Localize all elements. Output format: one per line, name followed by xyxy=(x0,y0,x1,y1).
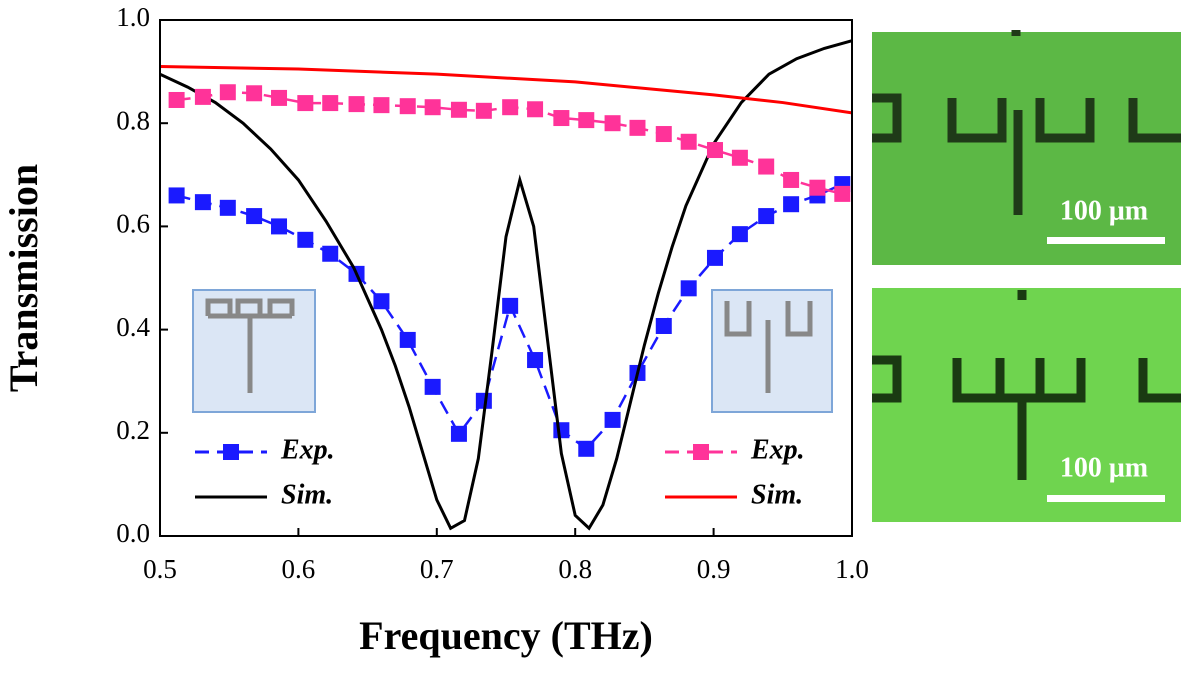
legend-marker xyxy=(223,444,239,460)
legend-marker xyxy=(693,444,709,460)
marker xyxy=(604,115,621,132)
inset-right xyxy=(711,289,833,413)
plot-frame xyxy=(159,19,853,537)
scale-label: 100 μm xyxy=(1060,452,1148,483)
y-tick-label: 0.2 xyxy=(116,415,150,445)
marker xyxy=(373,293,390,310)
legend-label: Exp. xyxy=(750,434,805,465)
series-line xyxy=(160,39,852,531)
marker xyxy=(168,91,185,108)
x-tick-label: 0.6 xyxy=(282,554,316,584)
marker xyxy=(219,199,236,216)
micrograph-bottom xyxy=(872,288,1181,522)
marker xyxy=(502,297,519,314)
x-axis-label: Frequency (THz) xyxy=(359,613,653,658)
x-tick-label: 0.7 xyxy=(420,554,454,584)
legend-label: Sim. xyxy=(751,479,803,510)
marker xyxy=(680,280,697,297)
marker xyxy=(553,110,570,127)
marker xyxy=(399,98,416,115)
series-line xyxy=(160,64,852,115)
scale-label: 100 μm xyxy=(1060,195,1148,226)
x-tick-label: 1.0 xyxy=(835,554,869,584)
marker xyxy=(629,119,646,136)
marker xyxy=(578,112,595,129)
y-tick-label: 0.4 xyxy=(116,312,150,342)
marker xyxy=(758,158,775,175)
marker xyxy=(246,208,263,225)
marker xyxy=(731,149,748,166)
x-tick-label: 0.9 xyxy=(697,554,731,584)
marker xyxy=(758,208,775,225)
marker xyxy=(399,331,416,348)
x-tick-label: 0.5 xyxy=(143,554,177,584)
marker xyxy=(322,95,339,112)
marker xyxy=(604,411,621,428)
y-tick-label: 0.6 xyxy=(116,209,150,239)
marker xyxy=(475,392,492,409)
marker xyxy=(706,142,723,159)
inset-left xyxy=(192,289,316,413)
marker xyxy=(578,440,595,457)
legend-label: Sim. xyxy=(281,479,333,510)
marker xyxy=(527,101,544,118)
marker xyxy=(450,101,467,118)
marker xyxy=(731,226,748,243)
marker xyxy=(348,96,365,113)
marker xyxy=(680,133,697,150)
marker xyxy=(475,102,492,119)
marker xyxy=(322,245,339,262)
marker xyxy=(655,317,672,334)
marker xyxy=(219,84,236,101)
marker xyxy=(424,378,441,395)
micrograph-top xyxy=(872,30,1181,265)
marker xyxy=(168,187,185,204)
y-tick-label: 0.8 xyxy=(116,105,150,135)
marker xyxy=(297,95,314,112)
marker xyxy=(373,97,390,114)
marker xyxy=(297,231,314,248)
marker xyxy=(553,422,570,439)
y-tick-label: 1.0 xyxy=(116,2,150,32)
marker xyxy=(450,425,467,442)
marker xyxy=(706,249,723,266)
marker xyxy=(834,185,851,202)
marker xyxy=(809,179,826,196)
marker xyxy=(194,194,211,211)
x-tick-label: 0.8 xyxy=(558,554,592,584)
marker xyxy=(424,99,441,116)
marker xyxy=(194,88,211,105)
y-axis-label: Transmission xyxy=(1,164,46,392)
marker xyxy=(271,89,288,106)
y-tick-label: 0.0 xyxy=(116,518,150,548)
marker xyxy=(783,171,800,188)
marker xyxy=(246,85,263,102)
legend-label: Exp. xyxy=(280,434,335,465)
marker xyxy=(527,352,544,369)
marker xyxy=(502,99,519,116)
marker xyxy=(655,126,672,143)
marker xyxy=(271,218,288,235)
marker xyxy=(783,196,800,213)
